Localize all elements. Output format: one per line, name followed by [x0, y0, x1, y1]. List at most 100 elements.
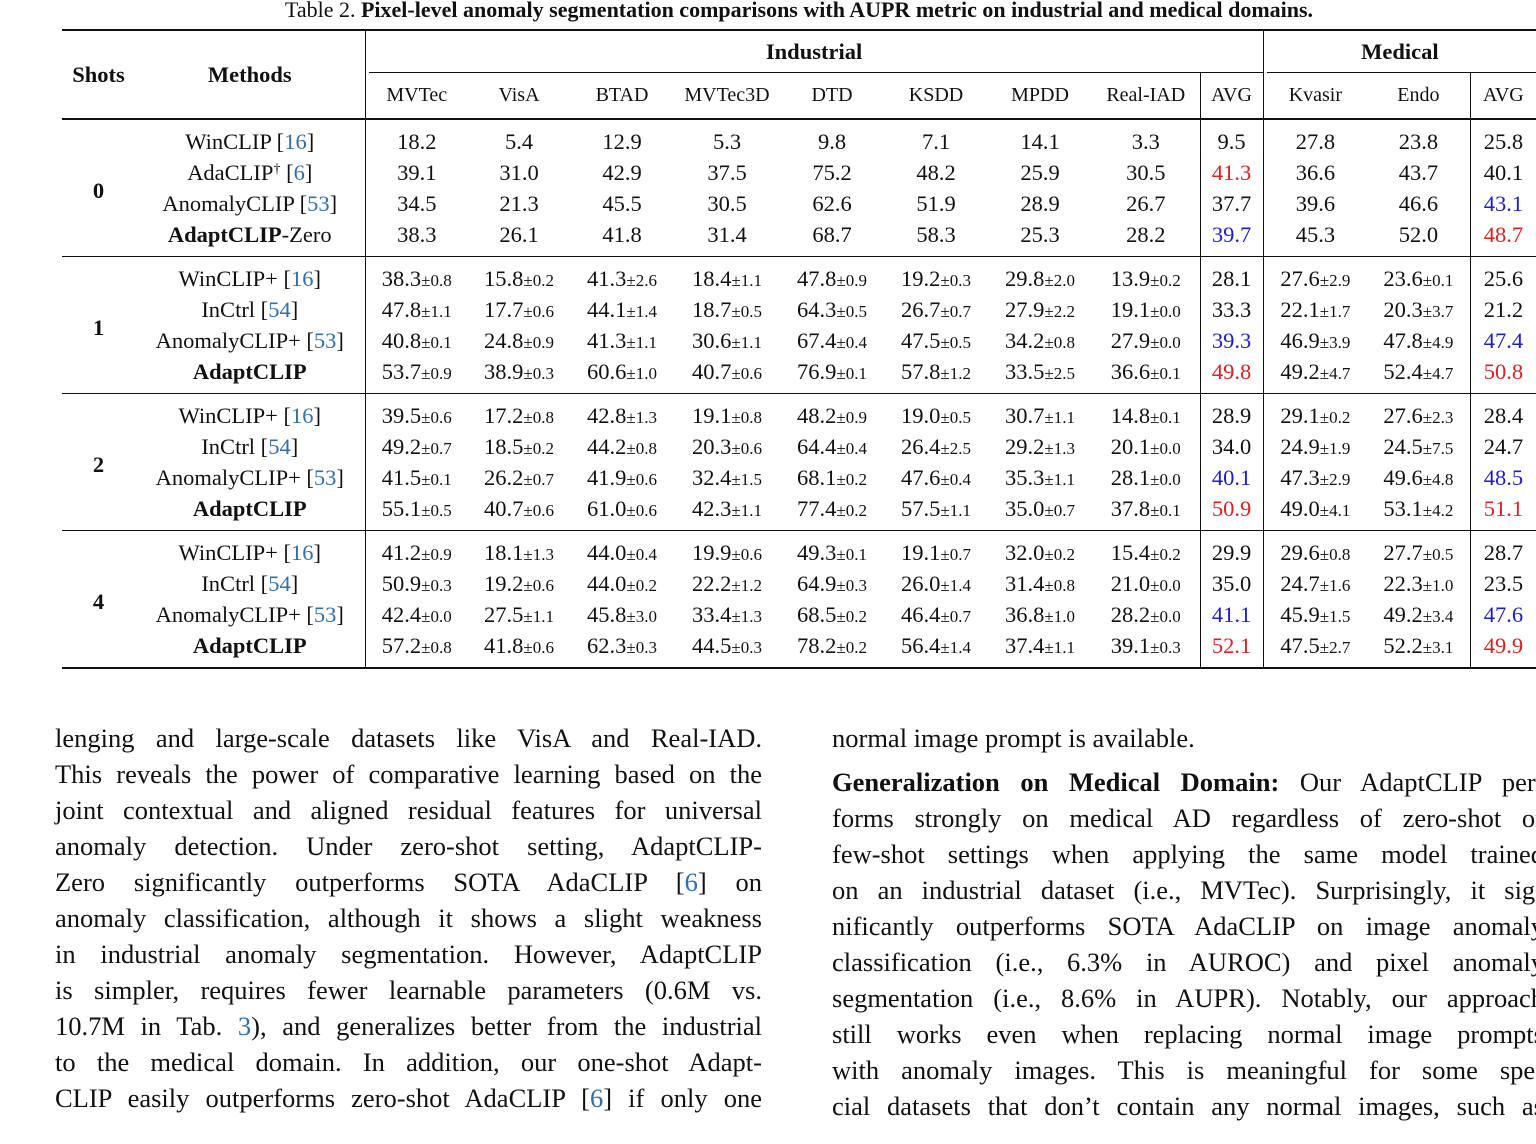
std: ±1.1: [731, 500, 762, 520]
bold-text: AdaptCLIP: [192, 358, 307, 384]
value-cell: 35.0: [1199, 568, 1264, 599]
value: 39.1: [1110, 632, 1151, 658]
value-cell: 37.7: [1199, 188, 1264, 219]
value-cell: 31.4: [674, 219, 780, 257]
value: 35.0: [1211, 570, 1252, 596]
std: ±0.9: [523, 332, 554, 352]
std: ±0.2: [836, 637, 867, 657]
std: ±1.3: [1044, 438, 1075, 458]
text-run: normal image prompt is available.: [832, 723, 1195, 753]
text-line: classification (i.e., 6.3% in AUROC) and…: [832, 944, 1536, 980]
value: 29.1: [1280, 402, 1320, 428]
std: ±1.0: [1422, 575, 1454, 595]
value-cell: 5.4: [468, 119, 570, 157]
text-run: AnomalyCLIP+ [: [155, 601, 314, 627]
value: 45.3: [1295, 221, 1336, 247]
value-cell: 38.3±0.8: [364, 256, 468, 294]
text-line: cial datasets that don’t contain any nor…: [832, 1088, 1536, 1124]
citation[interactable]: 16: [284, 128, 307, 154]
citation[interactable]: 53: [313, 464, 337, 490]
value: 18.2: [397, 128, 437, 154]
citation[interactable]: 54: [268, 296, 291, 322]
citation[interactable]: 6: [589, 1083, 604, 1113]
citation[interactable]: 16: [290, 402, 314, 428]
value: 40.8: [381, 327, 422, 353]
citation[interactable]: 54: [268, 570, 291, 596]
value-cell: 47.3±2.9: [1262, 462, 1368, 493]
value: 28.4: [1483, 402, 1524, 428]
value: 15.4: [1110, 539, 1151, 565]
text-line: 10.7M in Tab. 3), and generalizes better…: [55, 1008, 762, 1044]
value: 49.0: [1280, 495, 1320, 521]
value: 55.1: [381, 495, 422, 521]
value: 41.3: [587, 265, 627, 291]
std: ±0.1: [1150, 500, 1181, 520]
std: ±3.1: [1422, 637, 1454, 657]
column-header: DTD: [780, 73, 884, 120]
table-row: AdaptCLIP 57.2±0.8 41.8±0.6 62.3±0.3 44.5±0.…: [62, 630, 1536, 668]
value-cell: 47.6: [1469, 599, 1536, 630]
value: 44.0: [587, 570, 627, 596]
value-cell: 24.5±7.5: [1367, 431, 1470, 462]
value-cell: 34.5: [364, 188, 468, 219]
value: 40.7: [692, 358, 732, 384]
value-cell: 47.8±0.9: [780, 257, 884, 295]
citation[interactable]: 53: [307, 190, 330, 216]
std: ±1.9: [1319, 438, 1351, 458]
value-cell: 44.1±1.4: [570, 294, 674, 325]
table-row: AnomalyCLIP+ [53] 42.4±0.0 27.5±1.1 45.8±3.…: [62, 599, 1536, 630]
value-cell: 49.8: [1199, 356, 1264, 394]
value: 31.4: [707, 221, 747, 247]
citation[interactable]: 16: [290, 539, 314, 565]
column-header: AVG: [1469, 73, 1536, 120]
citation[interactable]: 6: [684, 867, 698, 897]
citation[interactable]: 3: [237, 1011, 252, 1041]
text-run: lenging and large-scale datasets like Vi…: [55, 723, 762, 753]
value-cell: 30.6±1.1: [674, 325, 780, 356]
shot-block: 1 WinCLIP+ [16] 38.3±0.8 15.8±0.2 41.3±2.6 18…: [62, 256, 1536, 394]
value: 49.6: [1383, 464, 1423, 490]
value: 64.9: [797, 570, 837, 596]
value-cell: 30.7±1.1: [988, 394, 1092, 432]
text-run: Our AdaptCLIP per-: [1279, 767, 1536, 797]
citation[interactable]: 16: [290, 265, 314, 291]
value: 5.3: [712, 128, 742, 154]
value: 53.7: [381, 358, 422, 384]
value-cell: 37.8±0.1: [1092, 493, 1200, 531]
value-cell: 42.8±1.3: [570, 394, 674, 432]
value: 45.9: [1280, 601, 1320, 627]
std: ±3.0: [626, 606, 657, 626]
value-cell: 53.7±0.9: [364, 356, 468, 394]
value: 47.6: [901, 464, 941, 490]
value-cell: 36.6±0.1: [1092, 356, 1200, 394]
std: ±1.4: [940, 637, 971, 657]
text-run: AnomalyCLIP+ [: [155, 464, 314, 490]
value: 49.2: [381, 433, 422, 459]
value-cell: 45.3: [1262, 219, 1368, 257]
std: ±0.3: [421, 575, 452, 595]
value: 30.5: [1126, 159, 1166, 185]
std: ±0.8: [421, 637, 452, 657]
table-row: AdaptCLIP 53.7±0.9 38.9±0.3 60.6±1.0 40.7±0.…: [62, 356, 1536, 394]
std: ±2.9: [1319, 469, 1351, 489]
value: 28.9: [1020, 190, 1060, 216]
value: 24.7: [1483, 433, 1524, 459]
method-cell: AnomalyCLIP+ [53]: [135, 599, 365, 630]
value-cell: 49.2±0.7: [364, 431, 468, 462]
std: ±0.9: [421, 544, 452, 564]
citation[interactable]: 6: [293, 159, 305, 185]
citation[interactable]: 53: [313, 601, 337, 627]
citation[interactable]: 53: [313, 327, 337, 353]
value-cell: 39.3: [1199, 325, 1264, 356]
value: 34.5: [397, 190, 437, 216]
text-run: CLIP easily outperforms zero-shot AdaCLI…: [55, 1083, 590, 1113]
value: 40.7: [484, 495, 524, 521]
column-header: BTAD: [570, 73, 674, 120]
value-cell: 55.1±0.5: [364, 493, 468, 531]
value: 35.0: [1005, 495, 1045, 521]
citation[interactable]: 54: [268, 433, 291, 459]
value-cell: 21.3: [468, 188, 570, 219]
std: ±1.1: [1044, 407, 1075, 427]
table-row: 2 WinCLIP+ [16] 39.5±0.6 17.2±0.8 42.8±1.3 19…: [62, 393, 1536, 477]
value-cell: 29.1±0.2: [1262, 393, 1368, 431]
